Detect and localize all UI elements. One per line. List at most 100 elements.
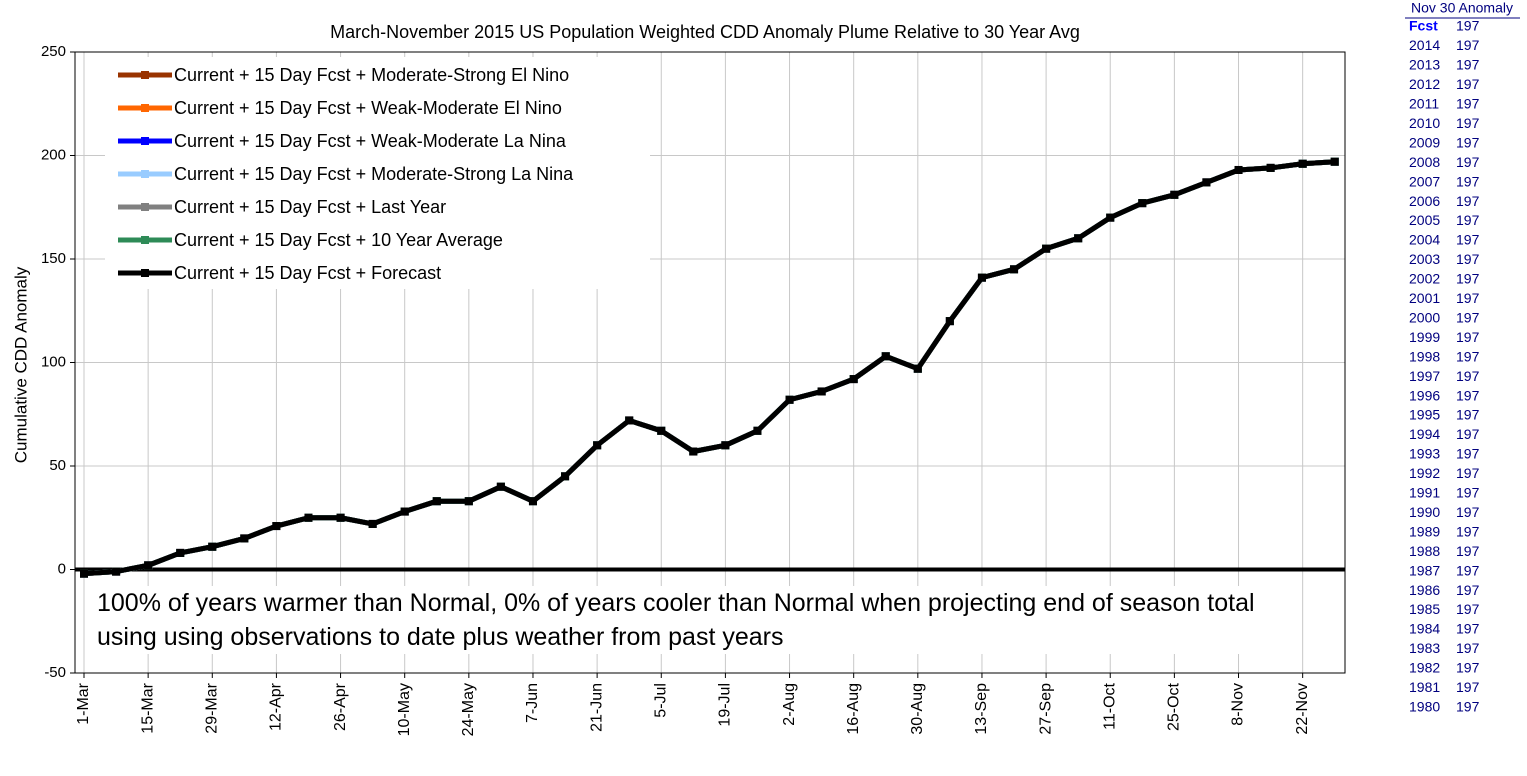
y-tick-label: 50	[49, 457, 66, 474]
point	[561, 472, 570, 481]
table-year: 2010	[1409, 115, 1440, 131]
point	[304, 513, 313, 522]
y-tick-label: 100	[41, 353, 66, 370]
table-value: 197	[1456, 640, 1480, 656]
legend-label: Current + 15 Day Fcst + 10 Year Average	[174, 230, 503, 250]
table-value: 197	[1456, 232, 1480, 248]
legend-marker	[141, 104, 149, 112]
table-year: 2011	[1409, 96, 1439, 112]
point	[1138, 199, 1147, 208]
table-value: 197	[1456, 485, 1480, 501]
point	[849, 375, 858, 384]
point	[208, 542, 217, 551]
x-tick-label: 27-Sep	[1037, 683, 1054, 735]
x-tick-label: 8-Nov	[1230, 683, 1247, 726]
table-value: 197	[1456, 348, 1480, 364]
table-year: 1981	[1409, 679, 1440, 695]
point	[1106, 213, 1115, 222]
x-tick-label: 16-Aug	[845, 683, 862, 735]
point	[945, 317, 954, 326]
x-tick-label: 19-Jul	[717, 683, 734, 727]
x-tick-label: 25-Oct	[1166, 682, 1183, 731]
point	[657, 426, 666, 435]
x-tick-label: 10-May	[396, 683, 413, 736]
point	[1202, 178, 1211, 187]
point	[1330, 157, 1339, 166]
y-tick-label: 200	[41, 146, 66, 163]
legend-marker	[141, 137, 149, 145]
table-year: 1982	[1409, 660, 1440, 676]
table-year: 1990	[1409, 504, 1440, 520]
table-value: 197	[1456, 368, 1480, 384]
legend-label: Current + 15 Day Fcst + Weak-Moderate La…	[174, 131, 567, 151]
table-year: 2013	[1409, 57, 1440, 73]
plot-border	[74, 51, 1346, 674]
table-value: 197	[1456, 251, 1480, 267]
x-tick-label: 21-Jun	[588, 683, 605, 732]
point	[721, 441, 730, 450]
x-tick-label: 26-Apr	[332, 682, 349, 731]
legend-label: Current + 15 Day Fcst + Last Year	[174, 197, 446, 217]
table-value: 197	[1456, 407, 1480, 423]
table-year: 1995	[1409, 407, 1440, 423]
point	[881, 352, 890, 361]
point	[400, 507, 409, 516]
table-year: 2003	[1409, 251, 1440, 267]
point	[753, 426, 762, 435]
point	[272, 522, 281, 531]
x-tick-label: 1-Mar	[75, 682, 92, 724]
table-value: 197	[1456, 329, 1480, 345]
table-year: 1999	[1409, 329, 1440, 345]
table-year: Fcst	[1409, 18, 1438, 34]
table-value: 197	[1456, 290, 1480, 306]
table-year: 2009	[1409, 134, 1440, 150]
table-value: 197	[1456, 679, 1480, 695]
table-year: 1996	[1409, 387, 1440, 403]
table-value: 197	[1456, 698, 1480, 714]
table-year: 2001	[1409, 290, 1440, 306]
table-year: 2002	[1409, 271, 1440, 287]
table-year: 2000	[1409, 309, 1440, 325]
table-value: 197	[1456, 96, 1480, 112]
legend-marker	[141, 203, 149, 211]
y-axis-label: Cumulative CDD Anomaly	[11, 266, 30, 463]
table-value: 197	[1456, 212, 1480, 228]
table-year: 2004	[1409, 232, 1440, 248]
point	[368, 519, 377, 528]
table-year: 1986	[1409, 582, 1440, 598]
x-tick-label: 30-Aug	[909, 683, 926, 735]
table-value: 197	[1456, 18, 1480, 34]
legend-marker	[141, 71, 149, 79]
point	[1170, 190, 1179, 199]
point	[240, 534, 249, 543]
table-year: 1991	[1409, 485, 1440, 501]
table-value: 197	[1456, 309, 1480, 325]
x-tick-label: 13-Sep	[973, 683, 990, 735]
table-value: 197	[1456, 601, 1480, 617]
annotation: 100% of years warmer than Normal, 0% of …	[97, 586, 1287, 654]
legend-label: Current + 15 Day Fcst + Moderate-Strong …	[174, 65, 569, 85]
x-tick-label: 24-May	[460, 683, 477, 736]
y-tick-label: -50	[44, 664, 66, 681]
point	[1010, 265, 1019, 274]
table-value: 197	[1456, 387, 1480, 403]
legend-marker	[141, 269, 149, 277]
table-year: 1983	[1409, 640, 1440, 656]
table-value: 197	[1456, 193, 1480, 209]
point	[464, 497, 473, 506]
x-tick-label: 12-Apr	[268, 682, 285, 731]
table-year: 1994	[1409, 426, 1440, 442]
point	[625, 416, 634, 425]
table-value: 197	[1456, 271, 1480, 287]
table-value: 197	[1456, 57, 1480, 73]
point	[1234, 165, 1243, 174]
legend-label: Current + 15 Day Fcst + Moderate-Strong …	[174, 164, 574, 184]
table-year: 2007	[1409, 173, 1440, 189]
x-tick-label: 29-Mar	[203, 682, 220, 733]
x-tick-label: 5-Jul	[652, 683, 669, 718]
table-year: 1987	[1409, 562, 1440, 578]
table-value: 197	[1456, 76, 1480, 92]
table-value: 197	[1456, 115, 1480, 131]
